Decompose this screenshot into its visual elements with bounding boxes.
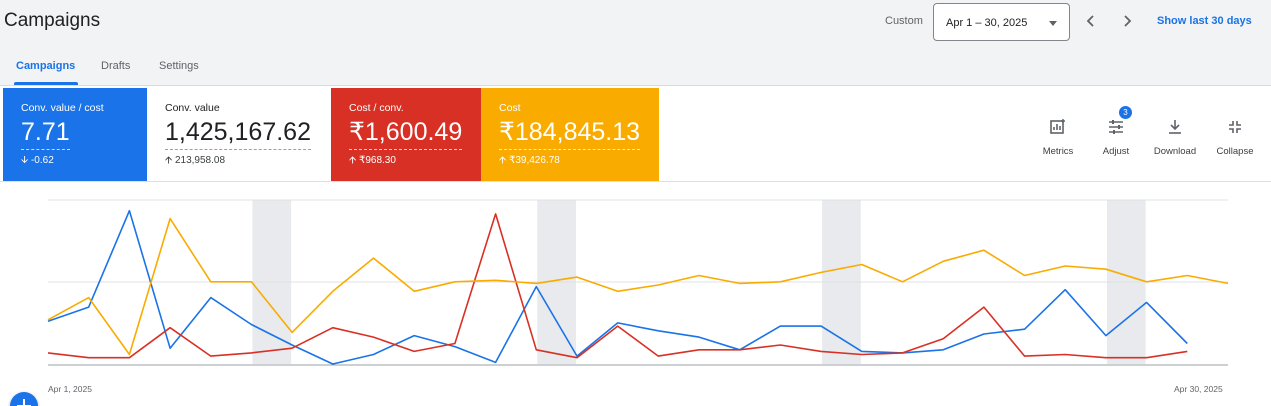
show-last-30-days-link[interactable]: Show last 30 days (1157, 15, 1252, 27)
scorecard-value: ₹184,845.13 (499, 117, 641, 150)
scorecard-conv-value-per-cost[interactable]: Conv. value / cost 7.71 🡫 -0.62 (3, 88, 147, 181)
series-line-1 (47, 213, 1188, 359)
tab-campaigns[interactable]: Campaigns (16, 60, 76, 72)
x-axis-end-label: Apr 30, 2025 (1174, 384, 1223, 394)
x-axis-start-label: Apr 1, 2025 (48, 384, 92, 394)
scorecard-delta: 🡩 213,958.08 (165, 153, 331, 170)
scorecard-label: Conv. value (165, 102, 220, 114)
collapse-label: Collapse (1216, 146, 1254, 157)
date-range-text: Apr 1 – 30, 2025 (946, 17, 1028, 29)
tab-drafts[interactable]: Drafts (101, 60, 131, 72)
scorecard-value: ₹1,600.49 (349, 117, 463, 150)
metrics-icon (1050, 119, 1065, 134)
sliders-icon (1109, 120, 1123, 134)
series-line-2 (47, 217, 1229, 356)
metrics-label: Metrics (1042, 146, 1074, 157)
scorecard-value: 7.71 (21, 117, 70, 150)
caret-down-icon (1049, 21, 1057, 26)
adjust-button[interactable]: 3 Adjust (1091, 106, 1141, 157)
next-period-button[interactable] (1116, 10, 1138, 32)
chevron-left-icon (1086, 15, 1094, 27)
scorecard-value: 1,425,167.62 (165, 117, 311, 150)
delta-value: 213,958.08 (174, 155, 226, 166)
header-bar: Campaigns Custom Apr 1 – 30, 2025 Show l… (0, 0, 1271, 86)
delta-value: ₹39,426.78 (508, 155, 560, 166)
adjust-count-badge: 3 (1119, 106, 1132, 119)
line-chart (47, 199, 1229, 366)
page-title: Campaigns (4, 10, 101, 31)
arrow-down-icon: 🡫 (21, 155, 29, 166)
custom-label: Custom (885, 15, 923, 27)
scorecard-conv-value[interactable]: Conv. value 1,425,167.62 🡩 213,958.08 (147, 88, 331, 181)
delta-value: -0.62 (30, 155, 54, 166)
arrow-up-icon: 🡩 (349, 155, 357, 166)
date-range-dropdown[interactable]: Apr 1 – 30, 2025 (933, 3, 1070, 41)
scorecard-label: Conv. value / cost (21, 102, 104, 114)
arrow-up-icon: 🡩 (165, 155, 173, 166)
metrics-button[interactable]: Metrics (1033, 118, 1083, 157)
scorecard-label: Cost / conv. (349, 102, 404, 114)
divider (0, 181, 1271, 182)
scorecard-delta: 🡩 ₹968.30 (349, 153, 481, 170)
chevron-right-icon (1124, 15, 1132, 27)
series-line-0 (47, 209, 1188, 365)
scorecard-label: Cost (499, 102, 521, 114)
performance-chart[interactable]: Apr 1, 2025 Apr 30, 2025 (0, 182, 1271, 406)
arrow-up-icon: 🡩 (499, 155, 507, 166)
collapse-icon (1229, 121, 1241, 133)
previous-period-button[interactable] (1080, 10, 1102, 32)
download-label: Download (1153, 146, 1197, 157)
adjust-label: Adjust (1102, 146, 1130, 157)
collapse-button[interactable]: Collapse (1210, 118, 1260, 157)
scorecard-delta: 🡫 -0.62 (21, 153, 147, 170)
active-tab-indicator (14, 82, 78, 85)
scorecard-cost-per-conv[interactable]: Cost / conv. ₹1,600.49 🡩 ₹968.30 (331, 88, 481, 181)
scorecard-delta: 🡩 ₹39,426.78 (499, 153, 659, 170)
download-button[interactable]: Download (1150, 118, 1200, 157)
scorecard-cost[interactable]: Cost ₹184,845.13 🡩 ₹39,426.78 (481, 88, 659, 181)
download-icon (1169, 120, 1181, 134)
delta-value: ₹968.30 (358, 155, 396, 166)
tab-settings[interactable]: Settings (159, 60, 199, 72)
